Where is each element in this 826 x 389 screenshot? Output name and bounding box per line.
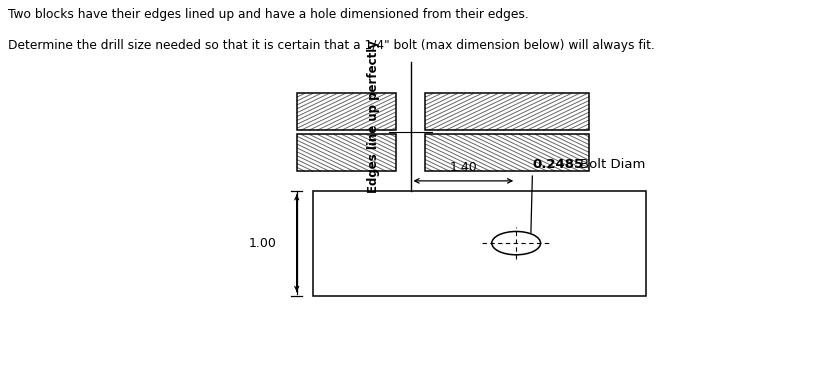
Text: Edges line up perfectly: Edges line up perfectly	[368, 40, 381, 193]
Text: Determine the drill size needed so that it is certain that a 1/4" bolt (max dime: Determine the drill size needed so that …	[8, 39, 655, 52]
Bar	[425, 93, 589, 130]
Circle shape	[491, 231, 540, 255]
Text: 0.2485: 0.2485	[533, 158, 583, 171]
Text: 1.00: 1.00	[249, 237, 277, 250]
Bar	[313, 191, 646, 296]
Bar	[425, 134, 589, 171]
Text: Bolt Diam: Bolt Diam	[580, 158, 645, 171]
Text: Two blocks have their edges lined up and have a hole dimensioned from their edge: Two blocks have their edges lined up and…	[8, 8, 529, 21]
Text: 1.40: 1.40	[449, 161, 477, 174]
Bar	[297, 134, 396, 171]
Bar	[297, 93, 396, 130]
